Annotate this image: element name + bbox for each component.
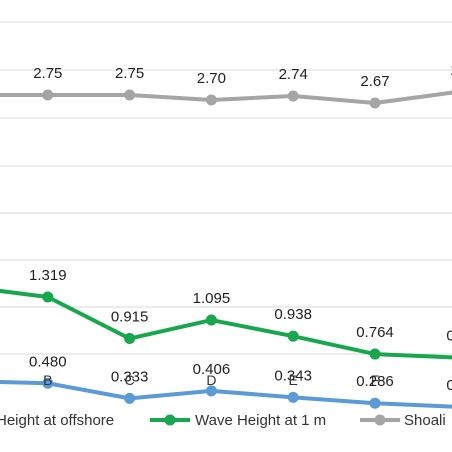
legend-marker [374,414,386,426]
data-label: 0.7 [446,328,452,345]
x-tick-label: B [43,372,52,388]
data-point [205,314,217,326]
legend-marker [164,414,176,426]
data-label: 1.095 [193,290,231,307]
data-point [124,333,136,345]
data-label: 0.333 [111,368,149,385]
series-lines [0,89,452,410]
series-line [0,90,452,105]
x-tick-label: E [289,372,298,388]
data-point [42,89,54,101]
data-label: 1.319 [29,267,67,284]
data-point [369,97,381,109]
legend-label: Wave Height at 1 m [195,412,326,429]
data-point [287,391,299,403]
gridlines [0,21,452,355]
x-tick-label: D [206,372,216,388]
data-point [42,291,54,303]
data-point [287,330,299,342]
legend-label: Shoali [404,412,446,429]
data-label: 0.343 [274,367,312,384]
data-point [369,348,381,360]
data-label: 2.67 [360,73,389,90]
data-point [369,397,381,409]
x-tick-label: C [125,372,135,388]
x-tick-label: F [371,372,380,388]
data-label: 0.915 [111,309,149,326]
data-point [205,385,217,397]
data-label: 0.764 [356,324,394,341]
data-point [124,392,136,404]
data-point [124,89,136,101]
data-label: 2.75 [33,65,62,82]
data-label: 0.480 [29,353,67,370]
legend: Height at offshore Wave Height at 1 m Shoa… [0,412,446,429]
data-label: 0.2 [446,377,452,394]
data-label: 0.286 [356,373,394,390]
data-point [287,90,299,102]
legend-label: Height at offshore [0,412,114,429]
data-point [205,94,217,106]
data-labels: 0.480 0.333 0.406 0.343 0.286 0.2 1.319 0.915 1.… [29,62,452,394]
data-label: 0.938 [274,306,312,323]
data-point [42,377,54,389]
data-label: 2.75 [115,65,144,82]
data-label: 2.74 [279,66,308,83]
data-label: 2.70 [197,70,226,87]
data-label: 2. [451,62,452,79]
data-label: 0.406 [193,361,231,378]
